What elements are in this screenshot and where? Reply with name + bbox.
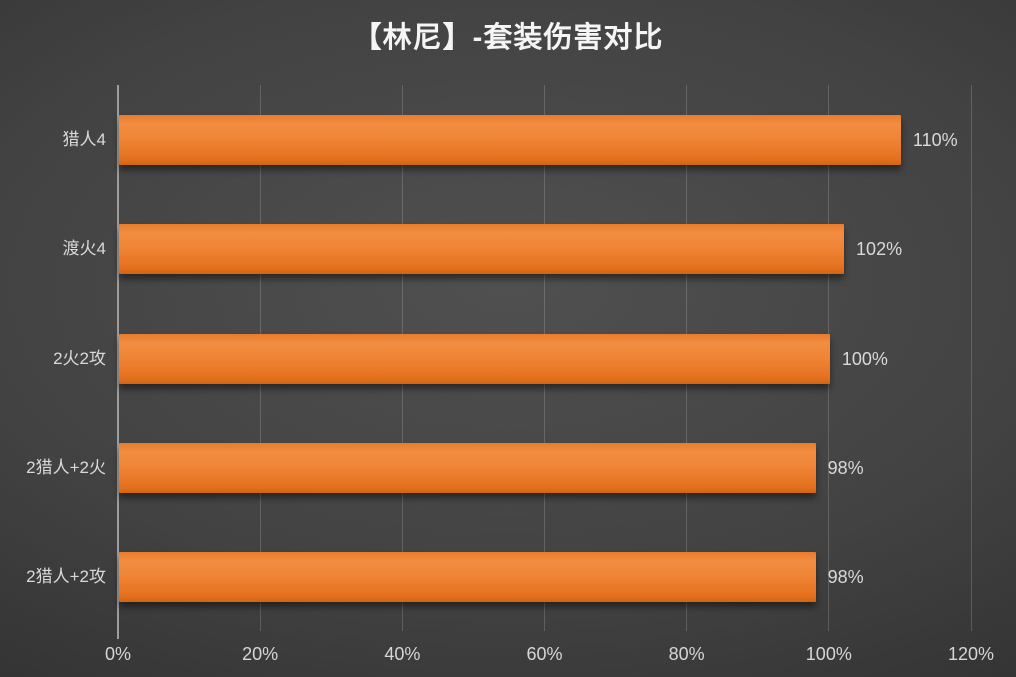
x-tick-label: 80% bbox=[668, 644, 705, 664]
value-label: 110% bbox=[912, 129, 958, 150]
bar-渡火4 bbox=[119, 224, 845, 275]
value-label: 100% bbox=[841, 348, 888, 369]
value-label: 98% bbox=[827, 567, 864, 588]
chart-title: 【林尼】-套装伤害对比 bbox=[352, 22, 664, 54]
x-tick-label: 100% bbox=[805, 644, 852, 664]
category-label: 2猎人+2火 bbox=[26, 457, 106, 477]
category-label: 2猎人+2攻 bbox=[26, 567, 106, 587]
x-tick-label: 20% bbox=[242, 644, 279, 664]
x-tick-label: 60% bbox=[526, 644, 563, 664]
value-label: 102% bbox=[856, 239, 903, 260]
y-axis-line bbox=[117, 85, 119, 639]
x-tick-label: 120% bbox=[947, 644, 995, 664]
bar-2猎人+2火 bbox=[119, 442, 816, 493]
category-label: 猎人4 bbox=[62, 129, 106, 149]
value-label: 98% bbox=[827, 457, 864, 478]
x-tick-label: 0% bbox=[104, 644, 131, 664]
gridline bbox=[970, 85, 972, 631]
bar-猎人4 bbox=[119, 114, 901, 165]
category-label: 渡火4 bbox=[62, 239, 106, 259]
x-tick-label: 40% bbox=[384, 644, 421, 664]
bar-2火2攻 bbox=[119, 333, 830, 384]
category-label: 2火2攻 bbox=[53, 348, 106, 368]
bar-2猎人+2攻 bbox=[119, 552, 816, 603]
